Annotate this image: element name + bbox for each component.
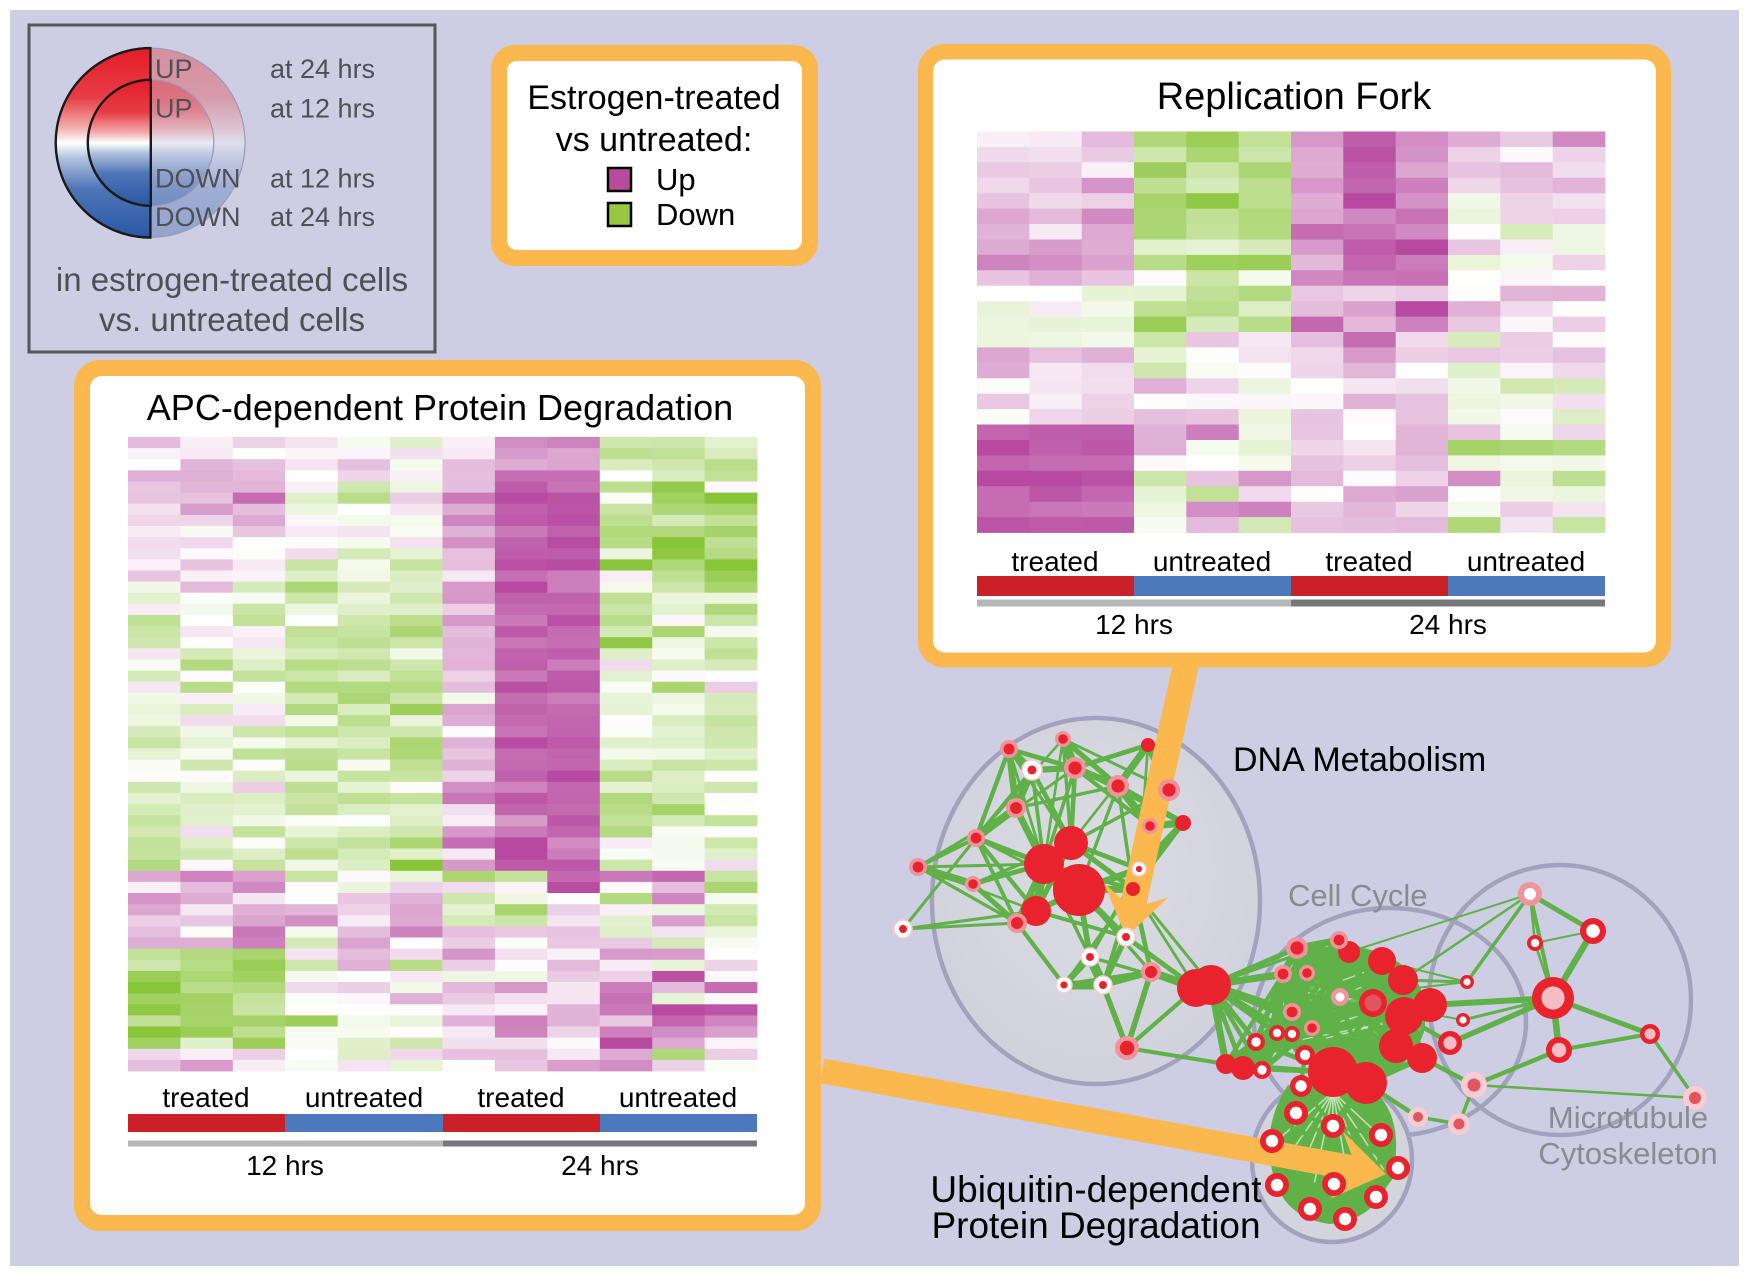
svg-text:at 12 hrs: at 12 hrs — [270, 94, 375, 124]
svg-text:APC-dependent Protein Degradat: APC-dependent Protein Degradation — [147, 387, 733, 428]
svg-text:Estrogen-treated: Estrogen-treated — [527, 79, 780, 117]
svg-text:untreated: untreated — [619, 1082, 737, 1113]
svg-text:12 hrs: 12 hrs — [1095, 609, 1173, 640]
svg-text:treated: treated — [1325, 546, 1412, 577]
svg-text:24 hrs: 24 hrs — [561, 1150, 639, 1181]
svg-text:Microtubule: Microtubule — [1548, 1100, 1708, 1135]
svg-text:at 24 hrs: at 24 hrs — [270, 202, 375, 232]
svg-text:12 hrs: 12 hrs — [246, 1150, 324, 1181]
svg-text:vs untreated:: vs untreated: — [556, 121, 753, 159]
svg-text:24 hrs: 24 hrs — [1409, 609, 1487, 640]
svg-text:Replication Fork: Replication Fork — [1157, 76, 1433, 118]
svg-text:Cytoskeleton: Cytoskeleton — [1538, 1136, 1717, 1171]
svg-text:treated: treated — [1011, 546, 1098, 577]
svg-text:untreated: untreated — [1467, 546, 1585, 577]
svg-text:Ubiquitin-dependent: Ubiquitin-dependent — [930, 1169, 1262, 1210]
svg-text:at 24 hrs: at 24 hrs — [270, 54, 375, 84]
svg-text:Protein Degradation: Protein Degradation — [931, 1205, 1260, 1246]
svg-text:DNA Metabolism: DNA Metabolism — [1233, 741, 1486, 779]
svg-text:treated: treated — [477, 1082, 564, 1113]
svg-text:in estrogen-treated cells: in estrogen-treated cells — [56, 261, 408, 298]
svg-text:Up: Up — [656, 162, 696, 197]
svg-text:at 12 hrs: at 12 hrs — [270, 164, 375, 194]
svg-text:DOWN: DOWN — [155, 164, 240, 194]
svg-text:DOWN: DOWN — [155, 202, 240, 232]
svg-text:untreated: untreated — [305, 1082, 423, 1113]
svg-text:vs. untreated cells: vs. untreated cells — [99, 301, 365, 338]
svg-text:Cell Cycle: Cell Cycle — [1288, 878, 1428, 913]
svg-text:treated: treated — [162, 1082, 249, 1113]
svg-text:UP: UP — [155, 94, 193, 124]
svg-text:Down: Down — [656, 197, 735, 232]
svg-text:UP: UP — [155, 54, 193, 84]
svg-text:untreated: untreated — [1153, 546, 1271, 577]
